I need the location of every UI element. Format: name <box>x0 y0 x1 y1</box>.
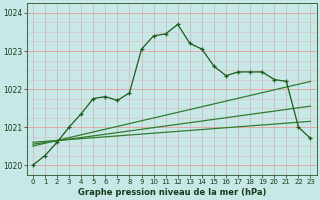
X-axis label: Graphe pression niveau de la mer (hPa): Graphe pression niveau de la mer (hPa) <box>77 188 266 197</box>
